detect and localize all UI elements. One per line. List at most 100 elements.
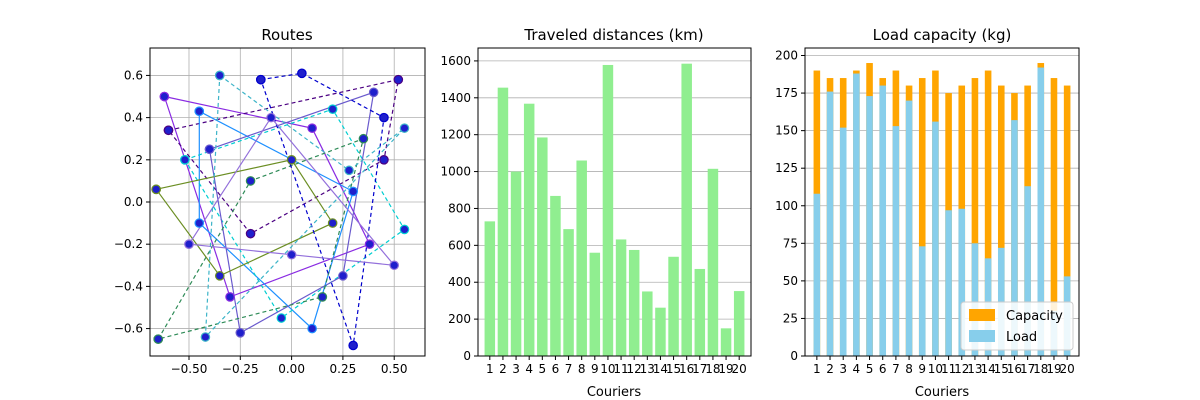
route-stop-marker — [276, 313, 287, 323]
load-x-axis-label: Couriers — [915, 385, 970, 400]
route-stop-marker — [235, 327, 246, 338]
route-stop-marker — [163, 125, 174, 136]
load-bar — [971, 243, 979, 356]
distance-bar — [694, 268, 706, 356]
distance-bar — [589, 252, 601, 356]
distance-x-tick-label: 7 — [565, 362, 573, 376]
distance-x-tick-label: 4 — [525, 362, 533, 376]
route-stop-marker — [266, 112, 276, 123]
route-stop-marker — [348, 340, 358, 351]
routes-y-tick-label: 0.0 — [124, 195, 143, 209]
load-bar — [1037, 67, 1045, 356]
distance-y-tick-label: 1600 — [440, 54, 471, 68]
load-y-tick-label: 25 — [783, 311, 798, 325]
route-stop-marker — [327, 104, 338, 114]
route-stop-marker — [159, 91, 170, 102]
route-stop-marker — [286, 249, 297, 260]
routes-x-tick-label: 0.25 — [330, 362, 357, 376]
routes-grid — [150, 48, 425, 356]
load-x-tick-label: 16 — [1007, 362, 1022, 376]
load-bar — [839, 127, 847, 356]
routes-markers — [151, 68, 410, 351]
distance-x-tick-label: 2 — [499, 362, 507, 376]
distance-x-tick-label: 18 — [705, 362, 720, 376]
route-stop-marker — [307, 323, 317, 334]
distance-x-tick-label: 3 — [512, 362, 520, 376]
load-x-tick-label: 17 — [1020, 362, 1035, 376]
load-y-tick-label: 125 — [775, 161, 798, 175]
routes-y-tick-label: −0.6 — [114, 322, 143, 336]
distance-x-tick-label: 15 — [666, 362, 681, 376]
distance-bar — [510, 171, 522, 356]
load-bar — [866, 96, 873, 356]
distance-bar — [642, 291, 653, 356]
distance-y-tick-label: 1000 — [440, 165, 471, 179]
distance-plot-frame — [477, 47, 752, 357]
routes-ticks: −0.50 −0.25 0.00 0.25 0.50 −0.6 −0.4 −0.2 0.0 0.2… — [114, 68, 408, 376]
distance-x-tick-label: 9 — [591, 362, 599, 376]
load-x-tick-label: 15 — [994, 362, 1009, 376]
distance-x-tick-label: 8 — [578, 362, 586, 376]
route-stop-marker — [200, 332, 211, 342]
route-line — [168, 78, 400, 235]
route-stop-marker — [180, 155, 190, 165]
distance-bar — [550, 195, 561, 356]
distance-bar — [537, 137, 548, 356]
distance-x-tick-label: 6 — [552, 362, 560, 376]
route-stop-marker — [153, 334, 164, 344]
routes-y-tick-label: 0.2 — [124, 153, 143, 167]
routes-x-tick-label: −0.50 — [171, 362, 208, 376]
distance-x-axis-label: Couriers — [587, 385, 642, 400]
route-stop-marker — [151, 184, 161, 195]
load-bar — [826, 91, 834, 356]
route-stop-marker — [194, 218, 205, 228]
load-x-tick-label: 1 — [813, 362, 821, 376]
distance-y-tick-label: 800 — [448, 201, 471, 215]
routes-title: Routes — [261, 26, 313, 44]
route-stop-marker — [245, 228, 256, 239]
route-stop-marker — [184, 239, 194, 249]
route-stop-marker — [399, 123, 410, 133]
load-y-tick-label: 50 — [783, 274, 798, 288]
load-x-tick-label: 12 — [954, 362, 969, 376]
route-stop-marker — [307, 123, 317, 133]
route-stop-marker — [379, 155, 389, 165]
load-bar — [853, 73, 860, 356]
route-stop-marker — [393, 74, 404, 85]
load-y-tick-label: 0 — [790, 349, 798, 363]
load-x-tick-label: 7 — [892, 362, 900, 376]
route-stop-marker — [214, 70, 225, 81]
load-x-tick-label: 13 — [967, 362, 982, 376]
load-x-tick-label: 6 — [879, 362, 887, 376]
load-y-tick-label: 75 — [783, 236, 798, 250]
distance-bar — [523, 103, 535, 356]
load-x-tick-label: 8 — [905, 362, 913, 376]
route-line — [204, 74, 405, 339]
capacity-bar — [1050, 78, 1058, 357]
load-x-tick-label: 20 — [1060, 362, 1075, 376]
load-legend: Capacity Load — [960, 301, 1074, 351]
distance-bar — [681, 63, 692, 357]
load-bar — [892, 126, 900, 356]
load-bar — [932, 121, 939, 357]
route-stop-marker — [286, 155, 297, 165]
distance-bar — [628, 249, 640, 356]
distance-panel: Traveled distances (km) 0 200 400 600 800 100… — [440, 26, 752, 400]
legend-load-swatch — [969, 330, 995, 342]
capacity-bar — [918, 78, 926, 357]
route-stop-marker — [297, 68, 307, 79]
capacity-bar — [971, 78, 979, 357]
load-x-tick-label: 5 — [866, 362, 874, 376]
load-x-tick-label: 4 — [853, 362, 861, 376]
load-x-tick-label: 9 — [918, 362, 926, 376]
load-y-tick-label: 100 — [775, 199, 798, 213]
load-x-tick-label: 19 — [1046, 362, 1061, 376]
distance-y-tick-label: 400 — [448, 275, 471, 289]
legend-capacity-label: Capacity — [1006, 309, 1063, 324]
distance-y-tick-label: 1400 — [440, 91, 471, 105]
capacity-bar — [997, 85, 1005, 356]
distance-bar — [576, 160, 587, 356]
